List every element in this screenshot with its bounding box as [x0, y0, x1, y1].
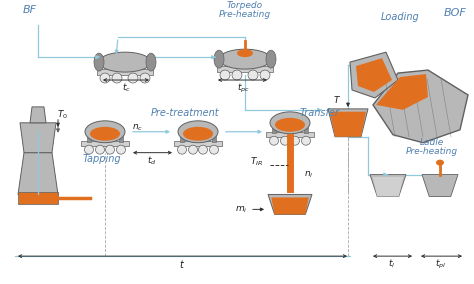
Circle shape — [248, 70, 258, 80]
Bar — [272, 123, 276, 133]
Text: $t_{pl}$: $t_{pl}$ — [435, 258, 447, 271]
Polygon shape — [422, 175, 458, 197]
Text: $t_d$: $t_d$ — [147, 154, 157, 167]
Circle shape — [210, 145, 219, 154]
Bar — [174, 141, 222, 146]
Circle shape — [95, 145, 104, 154]
Circle shape — [291, 136, 300, 145]
Text: Ladle: Ladle — [420, 138, 444, 147]
Circle shape — [100, 73, 110, 83]
Text: $n_l$: $n_l$ — [304, 169, 313, 180]
Text: Pre-heating: Pre-heating — [219, 10, 271, 19]
Polygon shape — [268, 195, 312, 214]
Ellipse shape — [237, 49, 253, 57]
Ellipse shape — [214, 50, 224, 68]
Text: $T_0$: $T_0$ — [57, 108, 68, 121]
Ellipse shape — [266, 50, 276, 68]
Ellipse shape — [219, 49, 271, 69]
Polygon shape — [271, 197, 309, 214]
Text: Loading: Loading — [381, 12, 419, 22]
Bar — [81, 141, 129, 146]
Circle shape — [177, 145, 186, 154]
Polygon shape — [356, 58, 392, 92]
Circle shape — [270, 136, 279, 145]
Bar — [217, 66, 273, 72]
Text: Torpedo: Torpedo — [227, 1, 263, 10]
Text: $m_i$: $m_i$ — [236, 204, 248, 215]
Ellipse shape — [85, 121, 125, 143]
Text: Pre-treatment: Pre-treatment — [151, 108, 219, 118]
Circle shape — [128, 73, 138, 83]
Bar — [87, 132, 91, 142]
Text: BF: BF — [23, 5, 37, 15]
Circle shape — [189, 145, 198, 154]
Ellipse shape — [270, 112, 310, 134]
Ellipse shape — [183, 127, 213, 141]
Circle shape — [140, 73, 150, 83]
Ellipse shape — [146, 53, 156, 71]
Polygon shape — [328, 109, 368, 137]
Ellipse shape — [99, 52, 151, 72]
Text: $t_c$: $t_c$ — [121, 82, 130, 94]
Circle shape — [301, 136, 310, 145]
Ellipse shape — [90, 127, 120, 141]
Polygon shape — [370, 175, 406, 197]
Circle shape — [232, 70, 242, 80]
Polygon shape — [20, 123, 56, 153]
Polygon shape — [373, 177, 403, 197]
Ellipse shape — [275, 118, 305, 132]
Circle shape — [117, 145, 126, 154]
Text: Pre-heating: Pre-heating — [406, 147, 458, 156]
Circle shape — [220, 70, 230, 80]
Bar — [18, 193, 58, 204]
Polygon shape — [350, 52, 398, 98]
Ellipse shape — [178, 121, 218, 143]
Text: $t_{pc}$: $t_{pc}$ — [237, 82, 249, 95]
Circle shape — [199, 145, 208, 154]
Polygon shape — [30, 107, 46, 123]
Text: $t_l$: $t_l$ — [388, 258, 396, 270]
Bar — [119, 132, 123, 142]
Text: BOF: BOF — [444, 8, 466, 18]
Text: Tapping: Tapping — [82, 154, 121, 164]
Circle shape — [281, 136, 290, 145]
Bar — [180, 132, 184, 142]
Bar — [97, 69, 153, 75]
Polygon shape — [376, 74, 428, 110]
Text: Transfer: Transfer — [300, 108, 340, 118]
Bar — [266, 132, 314, 137]
Circle shape — [112, 73, 122, 83]
Circle shape — [84, 145, 93, 154]
Circle shape — [260, 70, 270, 80]
Text: $n_c$: $n_c$ — [132, 122, 143, 133]
Polygon shape — [330, 112, 366, 137]
Text: $T$: $T$ — [333, 94, 341, 105]
Circle shape — [106, 145, 115, 154]
Ellipse shape — [436, 160, 444, 166]
Bar — [212, 132, 216, 142]
Bar — [304, 123, 308, 133]
Polygon shape — [18, 153, 58, 195]
Text: $T_{IR}$: $T_{IR}$ — [250, 155, 263, 168]
Text: $t$: $t$ — [179, 258, 185, 270]
Polygon shape — [373, 70, 468, 143]
Ellipse shape — [94, 53, 104, 71]
